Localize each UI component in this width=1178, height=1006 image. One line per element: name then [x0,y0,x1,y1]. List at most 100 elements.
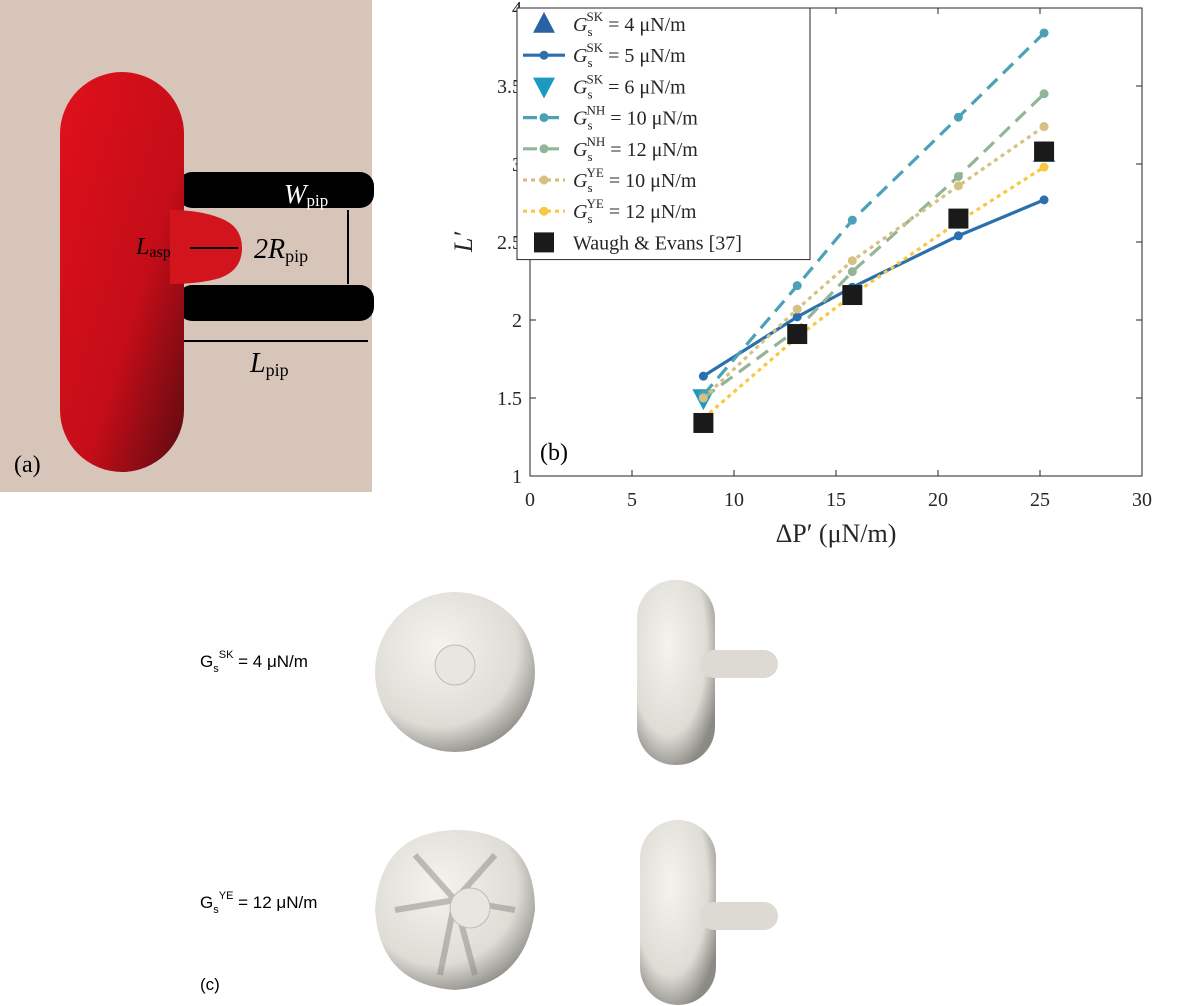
label-sub: pip [307,191,329,210]
point [693,413,713,433]
point [848,216,857,225]
label-sup: YE [219,890,234,902]
point [1040,89,1049,98]
legend-marker [540,176,549,185]
label-sup: NH [587,103,606,118]
cell-render [450,888,490,928]
label-sub: s [587,86,592,101]
x-axis-label: ΔP′ (μN/m) [776,519,897,548]
label-main: G [200,893,213,912]
point [1040,195,1049,204]
label-main: L [135,234,149,260]
point [793,305,802,314]
label-rest: = 12 μN/m [604,201,697,223]
y-tick-label: 1.5 [497,388,522,410]
point [699,394,708,403]
legend-label: GsSK = 6 μN/m [573,71,686,101]
point [954,172,963,181]
x-tick-label: 5 [627,489,637,511]
y-tick-label: 1 [512,466,522,488]
point [842,285,862,305]
label-rest: = 10 μN/m [604,170,697,192]
label-rest: = 5 μN/m [603,45,686,67]
panel-label: (c) [200,975,220,994]
label-rest: = 10 μN/m [605,108,698,130]
panel-label: (b) [540,440,568,466]
row-label: GsSK = 4 μN/m [200,649,308,675]
legend-label: GsSK = 5 μN/m [573,40,686,70]
figure: Wpip 2Rpip Lasp Lpip (a) 0 5 10 15 20 25 30 1 1.… [0,0,1178,1006]
point [948,209,968,229]
label-sup: SK [587,9,604,24]
panel-label: (a) [14,452,41,478]
point [954,113,963,122]
label-sub: pip [266,360,289,380]
x-tick-label: 10 [724,489,744,511]
label-rest: = 4 μN/m [603,14,686,36]
legend-label: GsYE = 10 μN/m [573,165,697,195]
y-axis-label: L′ [449,232,478,253]
label-main: 2R [254,234,285,265]
x-tick-label: 15 [826,489,846,511]
point [699,372,708,381]
legend-label: GsNH = 12 μN/m [573,134,698,164]
label-rest: = 4 μN/m [233,652,308,671]
point [1040,163,1049,172]
x-tick-label: 20 [928,489,948,511]
label-sub: s [587,118,592,133]
label-main: G [200,652,213,671]
legend-marker [540,144,549,153]
label-rest: = 12 μN/m [233,893,317,912]
point [848,256,857,265]
label-main: W [284,179,309,209]
legend-label: GsSK = 4 μN/m [573,9,686,39]
label-sub: asp [149,244,170,261]
row-label: GsYE = 12 μN/m [200,890,317,916]
x-tick-label: 0 [525,489,535,511]
point [1040,28,1049,37]
legend-label: Waugh & Evans [37] [573,232,742,254]
cell-render [700,650,778,678]
point [848,267,857,276]
point [1040,122,1049,131]
label-sub: s [587,149,592,164]
label-sup: NH [587,134,606,149]
legend-marker [540,51,549,60]
legend-marker [540,113,549,122]
cell-render [435,645,475,685]
legend-marker [534,232,554,252]
cell [60,72,184,472]
label-sup: SK [587,40,604,55]
legend-label: GsNH = 10 μN/m [573,103,698,133]
point [793,281,802,290]
point [954,231,963,240]
pipette-wall [178,172,374,208]
label-sub: s [213,904,219,916]
point [1034,142,1054,162]
point [787,324,807,344]
label-sub: s [587,211,592,226]
pipette-wall [178,285,374,321]
legend-marker [540,207,549,216]
label-sup: SK [219,649,234,661]
label-sub: s [587,55,592,70]
label-sub: s [213,663,219,675]
label-sup: YE [587,196,604,211]
panel-a: Wpip 2Rpip Lasp Lpip (a) [0,0,374,492]
label-sub: s [587,180,592,195]
point [954,181,963,190]
x-tick-label: 30 [1132,489,1152,511]
x-tick-label: 25 [1030,489,1050,511]
legend-label: GsYE = 12 μN/m [573,196,697,226]
label-sub: s [587,24,592,39]
label-sub: pip [285,246,308,266]
label-rest: = 12 μN/m [605,139,698,161]
label-sup: YE [587,165,604,180]
y-tick-label: 2 [512,310,522,332]
cell-render [700,902,778,930]
label-rest: = 6 μN/m [603,76,686,98]
label-sup: SK [587,71,604,86]
